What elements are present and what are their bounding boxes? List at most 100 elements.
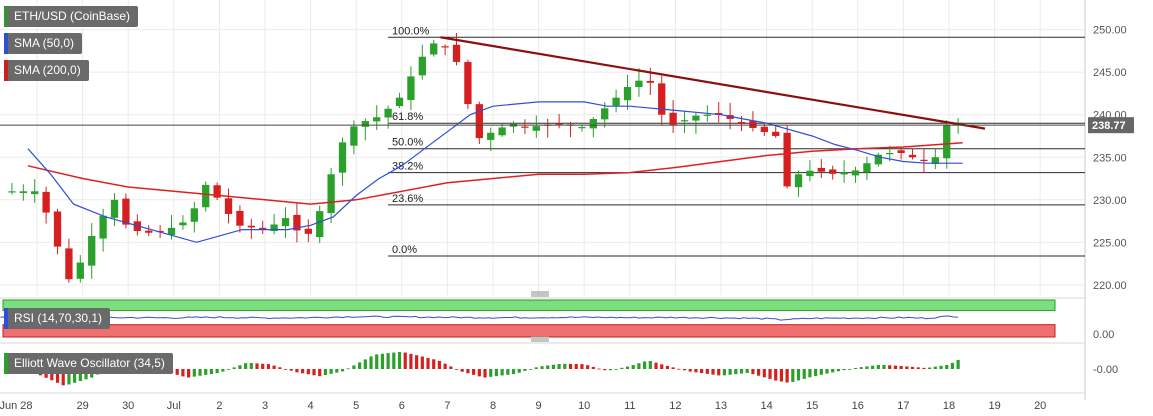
legend-symbol-label: ETH/USD (CoinBase) (14, 9, 131, 23)
legend-rsi[interactable]: RSI (14,70,30,1) (4, 308, 111, 329)
candle-body (920, 159, 928, 161)
price-tick-label: 250.00 (1093, 25, 1127, 37)
ewo-bar (563, 363, 567, 369)
ewo-bar (73, 369, 77, 383)
ewo-bar (432, 359, 436, 369)
ewo-bar (352, 365, 356, 369)
ewo-bar (523, 369, 527, 371)
legend-sma50-label: SMA (50,0) (14, 36, 75, 50)
ewo-bar (500, 369, 504, 376)
pane-dividers[interactable] (0, 291, 1085, 344)
candle-body (259, 227, 267, 230)
ewo-bar (700, 369, 704, 374)
ewo-bar (329, 369, 333, 374)
ewo-bar (625, 366, 630, 369)
ewo-bar (631, 365, 635, 369)
candle-body (350, 126, 358, 146)
ewo-bar (289, 369, 293, 371)
ewo-bar (335, 369, 339, 373)
ewo-bar (922, 367, 926, 369)
legend-sma200-swatch (4, 60, 8, 81)
candle-body (293, 214, 301, 231)
ewo-bar (238, 365, 242, 369)
ewo-bar (899, 365, 903, 369)
price-tick-label: 235.00 (1093, 152, 1127, 164)
candle-body (475, 104, 483, 139)
ewo-bar (711, 369, 715, 375)
ewo-bar (831, 369, 835, 373)
time-axis[interactable]: Jun 28 29 30 Jul 2 3 4 5 6 7 8 9 10 11 12 13 14 15 16 17 18 1… (0, 392, 1085, 412)
ewo-bar (472, 369, 476, 375)
ewo-bar (586, 365, 590, 369)
candle-body (31, 191, 39, 195)
ewo-bar (814, 369, 818, 376)
ewo-bar (825, 369, 829, 374)
fib-label: 0.0% (392, 244, 417, 256)
legend-symbol[interactable]: ETH/USD (CoinBase) (4, 6, 139, 27)
sma50-layer (27, 101, 963, 243)
ewo-bar (529, 369, 533, 370)
ewo-bar (437, 360, 442, 369)
ewo-bar (358, 362, 362, 369)
candle-body (418, 56, 426, 76)
candle-body (202, 184, 210, 208)
candle-body (224, 198, 233, 214)
legend-ewo[interactable]: Elliott Wave Oscillator (34,5) (4, 353, 173, 374)
candle-body (498, 127, 506, 136)
time-tick-label: 5 (353, 400, 359, 412)
ewo-bar (392, 352, 396, 369)
ewo-bar (654, 362, 658, 369)
time-tick-label: 18 (943, 400, 955, 412)
candle-body (65, 248, 73, 280)
candle-body (281, 218, 290, 227)
fib-label: 50.0% (392, 137, 423, 149)
ewo-bar (551, 364, 556, 369)
rsi-panel: 0.00 (0, 299, 1114, 341)
ewo-bar (540, 366, 544, 369)
fib-label: 38.2% (392, 161, 423, 173)
ewo-tick-label: -0.00 (1093, 364, 1118, 376)
ewo-bar (266, 364, 271, 369)
last-price-value: 238.77 (1092, 120, 1126, 132)
ewo-bar (443, 363, 447, 369)
candle-body (145, 230, 153, 233)
ewo-bar (369, 356, 373, 369)
candle-body (555, 123, 563, 125)
ewo-bar (380, 353, 385, 369)
legend-sma200[interactable]: SMA (200,0) (4, 60, 89, 81)
ewo-bar (226, 369, 231, 370)
ewo-bar (420, 356, 424, 369)
ewo-bar (608, 369, 613, 371)
ewo-bar (842, 369, 846, 371)
candle-body (76, 262, 84, 279)
ewo-bar (762, 369, 766, 378)
time-tick-label: 12 (669, 400, 681, 412)
candle-body (589, 118, 597, 129)
time-tick-label: 13 (715, 400, 727, 412)
fibonacci-levels: 100.0% 61.8% 50.0% 38.2% 23.6% 0.0% (388, 25, 1085, 257)
ewo-bar (489, 369, 493, 377)
legend-sma50[interactable]: SMA (50,0) (4, 33, 83, 54)
candle-body (213, 185, 221, 198)
candle-body (578, 127, 586, 129)
ewo-bar (956, 359, 960, 369)
time-tick-label: 6 (399, 400, 405, 412)
ewo-bar (848, 369, 852, 370)
price-tick-label: 230.00 (1093, 195, 1127, 207)
ewo-bar (643, 361, 647, 369)
ewo-bar (717, 369, 721, 376)
ewo-bar (779, 369, 784, 382)
ewo-bar (665, 365, 670, 369)
candle-body (692, 115, 700, 121)
ewo-bar (694, 369, 698, 373)
trendline-layer (440, 36, 986, 130)
candle-body (817, 167, 825, 172)
ewo-bar (511, 369, 516, 375)
candle-body (110, 199, 119, 218)
candle-body (395, 97, 404, 107)
time-tick-label: 8 (490, 400, 496, 412)
sma200-line (27, 142, 963, 205)
time-tick-label: 19 (988, 400, 1000, 412)
ewo-bar (84, 369, 88, 380)
